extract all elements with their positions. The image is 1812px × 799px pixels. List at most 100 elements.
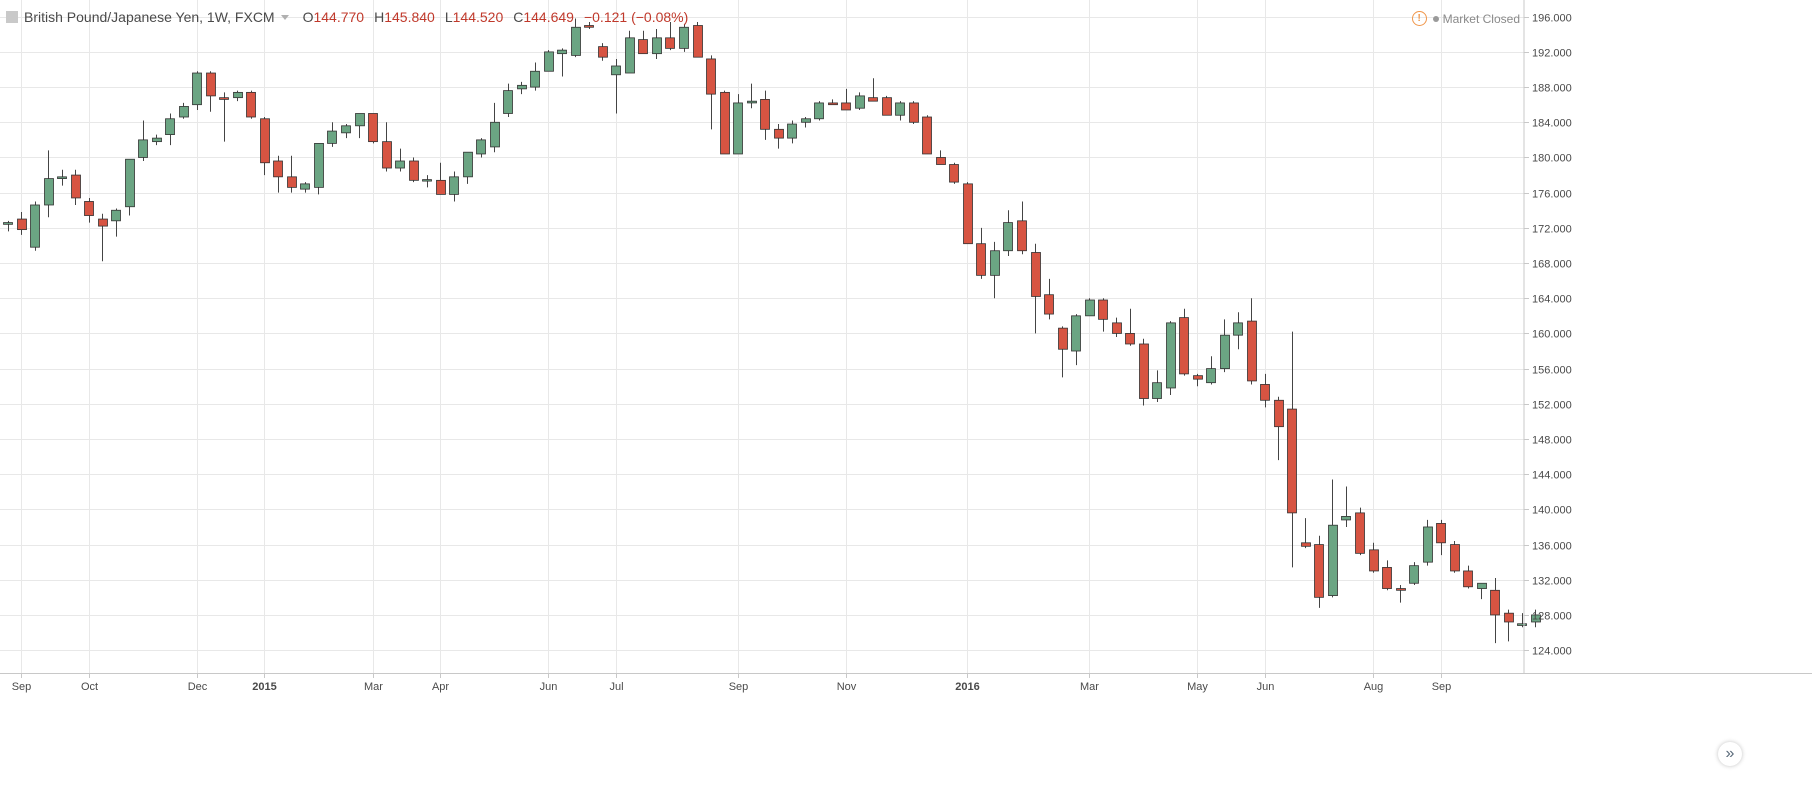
candle bbox=[138, 120, 148, 161]
market-status: ! Market Closed bbox=[1411, 11, 1520, 26]
candle-body bbox=[774, 128, 784, 139]
candle bbox=[774, 124, 784, 149]
candle-body bbox=[1017, 220, 1027, 252]
candle bbox=[1504, 609, 1514, 642]
candle bbox=[517, 81, 527, 95]
y-tick-label: 172.000 bbox=[1532, 224, 1572, 236]
y-tick-label: 168.000 bbox=[1532, 259, 1572, 271]
candle bbox=[544, 50, 554, 72]
axes bbox=[0, 0, 1812, 674]
candle-body bbox=[206, 72, 216, 97]
warning-icon[interactable]: ! bbox=[1411, 11, 1427, 26]
status-dot-icon bbox=[1432, 15, 1439, 22]
candle-body bbox=[233, 91, 243, 99]
x-tick-label: Oct bbox=[81, 681, 98, 693]
double-chevron-right-icon: » bbox=[1725, 745, 1735, 762]
candle bbox=[747, 83, 757, 109]
candle bbox=[449, 171, 459, 202]
low-label: L bbox=[444, 9, 453, 25]
candle bbox=[84, 197, 94, 223]
close-value: 144.649 bbox=[523, 9, 574, 25]
symbol-title[interactable]: British Pound/Japanese Yen, 1W, FXCM bbox=[24, 9, 275, 25]
candle bbox=[382, 122, 392, 172]
candle-body bbox=[1112, 322, 1122, 334]
scroll-to-realtime-button[interactable]: » bbox=[1718, 742, 1742, 766]
x-tick-label: Jul bbox=[609, 681, 623, 693]
candle bbox=[273, 155, 283, 193]
candle bbox=[1166, 321, 1176, 396]
caret-down-icon[interactable] bbox=[280, 14, 289, 20]
candle bbox=[652, 29, 662, 59]
candle-body bbox=[1139, 343, 1149, 399]
x-tick-label: 2015 bbox=[252, 681, 276, 693]
candle-body bbox=[1450, 544, 1460, 572]
candle-body bbox=[44, 178, 54, 206]
candle-body bbox=[1206, 368, 1216, 384]
candle bbox=[1139, 338, 1149, 406]
candle-body bbox=[355, 113, 365, 127]
market-status-text: Market Closed bbox=[1442, 11, 1520, 26]
candle bbox=[327, 122, 337, 147]
candle bbox=[1017, 201, 1027, 255]
candle-body bbox=[1071, 315, 1081, 352]
candle bbox=[611, 58, 621, 114]
candle-body bbox=[557, 49, 567, 55]
y-tick-label: 156.000 bbox=[1532, 365, 1572, 377]
candle bbox=[679, 23, 689, 52]
candle-body bbox=[1193, 375, 1203, 380]
candle-body bbox=[463, 151, 473, 178]
candle bbox=[57, 169, 67, 186]
candle bbox=[1341, 486, 1351, 527]
candle bbox=[665, 21, 675, 51]
candle bbox=[1436, 519, 1446, 556]
candle-body bbox=[1233, 322, 1243, 336]
candle bbox=[557, 48, 567, 77]
candle-body bbox=[801, 118, 811, 123]
candle bbox=[44, 150, 54, 218]
candle-body bbox=[747, 100, 757, 104]
candle bbox=[1531, 609, 1541, 628]
candle bbox=[1085, 298, 1095, 317]
candle bbox=[1463, 565, 1473, 589]
candle bbox=[922, 115, 932, 155]
candle bbox=[490, 102, 500, 153]
candle-body bbox=[368, 113, 378, 143]
candle bbox=[1328, 479, 1338, 598]
candle-body bbox=[949, 164, 959, 183]
y-tick-label: 160.000 bbox=[1532, 329, 1572, 341]
candle-body bbox=[1274, 399, 1284, 428]
time-axis[interactable]: Sep Oct Dec 2015 Mar Apr Jun Jul Sep Nov 2016 Mar Ma… bbox=[12, 673, 1452, 693]
x-tick-label: Jun bbox=[540, 681, 558, 693]
candle bbox=[219, 92, 229, 142]
candle-body bbox=[152, 137, 162, 143]
y-tick-label: 180.000 bbox=[1532, 153, 1572, 165]
candle-body bbox=[341, 125, 351, 134]
candle bbox=[1058, 326, 1068, 378]
candle bbox=[949, 162, 959, 184]
candle-body bbox=[922, 116, 932, 155]
candle bbox=[341, 124, 351, 139]
candle-body bbox=[219, 97, 229, 100]
candle-body bbox=[1044, 294, 1054, 315]
x-tick-label: Nov bbox=[837, 681, 857, 693]
candle bbox=[584, 21, 594, 30]
y-tick-label: 196.000 bbox=[1532, 13, 1572, 25]
candle bbox=[990, 241, 1000, 299]
candle-body bbox=[882, 97, 892, 116]
candle-body bbox=[1423, 526, 1433, 563]
candle-body bbox=[571, 26, 581, 56]
candle bbox=[1274, 396, 1284, 461]
candle-body bbox=[990, 250, 1000, 276]
candle-body bbox=[693, 25, 703, 58]
candle-body bbox=[652, 37, 662, 55]
candle bbox=[814, 101, 824, 121]
price-axis[interactable]: 124.000 128.000 132.000 136.000 140.000 144.0… bbox=[1524, 13, 1572, 658]
candle bbox=[868, 78, 878, 102]
candle bbox=[1179, 308, 1189, 376]
candle-body bbox=[327, 130, 337, 144]
candle bbox=[125, 158, 135, 216]
candle bbox=[693, 21, 703, 58]
candle-body bbox=[895, 102, 905, 116]
